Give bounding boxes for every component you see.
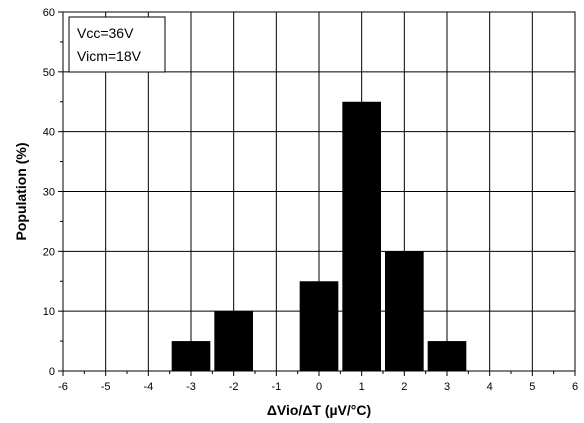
bar xyxy=(171,341,211,371)
x-tick-label: 0 xyxy=(316,381,322,393)
x-tick-labels: -6 -5 -4 -3 -2 -1 0 1 2 3 4 5 6 xyxy=(58,381,578,393)
bar xyxy=(214,311,253,371)
annotation-line-vicm: Vicm=18V xyxy=(77,48,142,64)
y-tick-label: 40 xyxy=(43,127,55,139)
y-tick-label: 60 xyxy=(43,7,55,19)
y-tick-label: 20 xyxy=(43,246,55,258)
x-tick-label: -4 xyxy=(143,381,153,393)
x-tick-label: -3 xyxy=(186,381,196,393)
grid-lines xyxy=(63,12,575,371)
x-tick-label: -5 xyxy=(101,381,111,393)
annotation-box: Vcc=36V Vicm=18V xyxy=(68,16,166,73)
x-tick-label: 5 xyxy=(529,381,535,393)
x-tick-label: -1 xyxy=(271,381,281,393)
x-tick-label: -2 xyxy=(229,381,239,393)
bar xyxy=(342,101,381,371)
y-tick-label: 0 xyxy=(49,366,55,378)
annotation-line-vcc: Vcc=36V xyxy=(77,25,134,41)
x-tick-label: 1 xyxy=(359,381,365,393)
x-tick-label: 4 xyxy=(487,381,493,393)
y-tick-labels: 0 10 20 30 40 50 60 xyxy=(43,7,55,378)
y-axis-title: Population (%) xyxy=(13,143,29,241)
x-tick-label: -6 xyxy=(58,381,68,393)
x-tick-label: 6 xyxy=(572,381,578,393)
y-tick-label: 10 xyxy=(43,306,55,318)
bar xyxy=(427,341,467,371)
annotation-box-frame xyxy=(68,16,166,73)
x-tick-label: 2 xyxy=(401,381,407,393)
x-tick-label: 3 xyxy=(444,381,450,393)
bar xyxy=(299,281,339,371)
bar-series xyxy=(171,101,467,371)
x-axis-title: ΔVio/ΔT (µV/°C) xyxy=(267,402,371,418)
bar xyxy=(385,251,424,371)
axis-ticks xyxy=(58,11,576,376)
y-tick-label: 50 xyxy=(43,67,55,79)
y-tick-label: 30 xyxy=(43,187,55,199)
